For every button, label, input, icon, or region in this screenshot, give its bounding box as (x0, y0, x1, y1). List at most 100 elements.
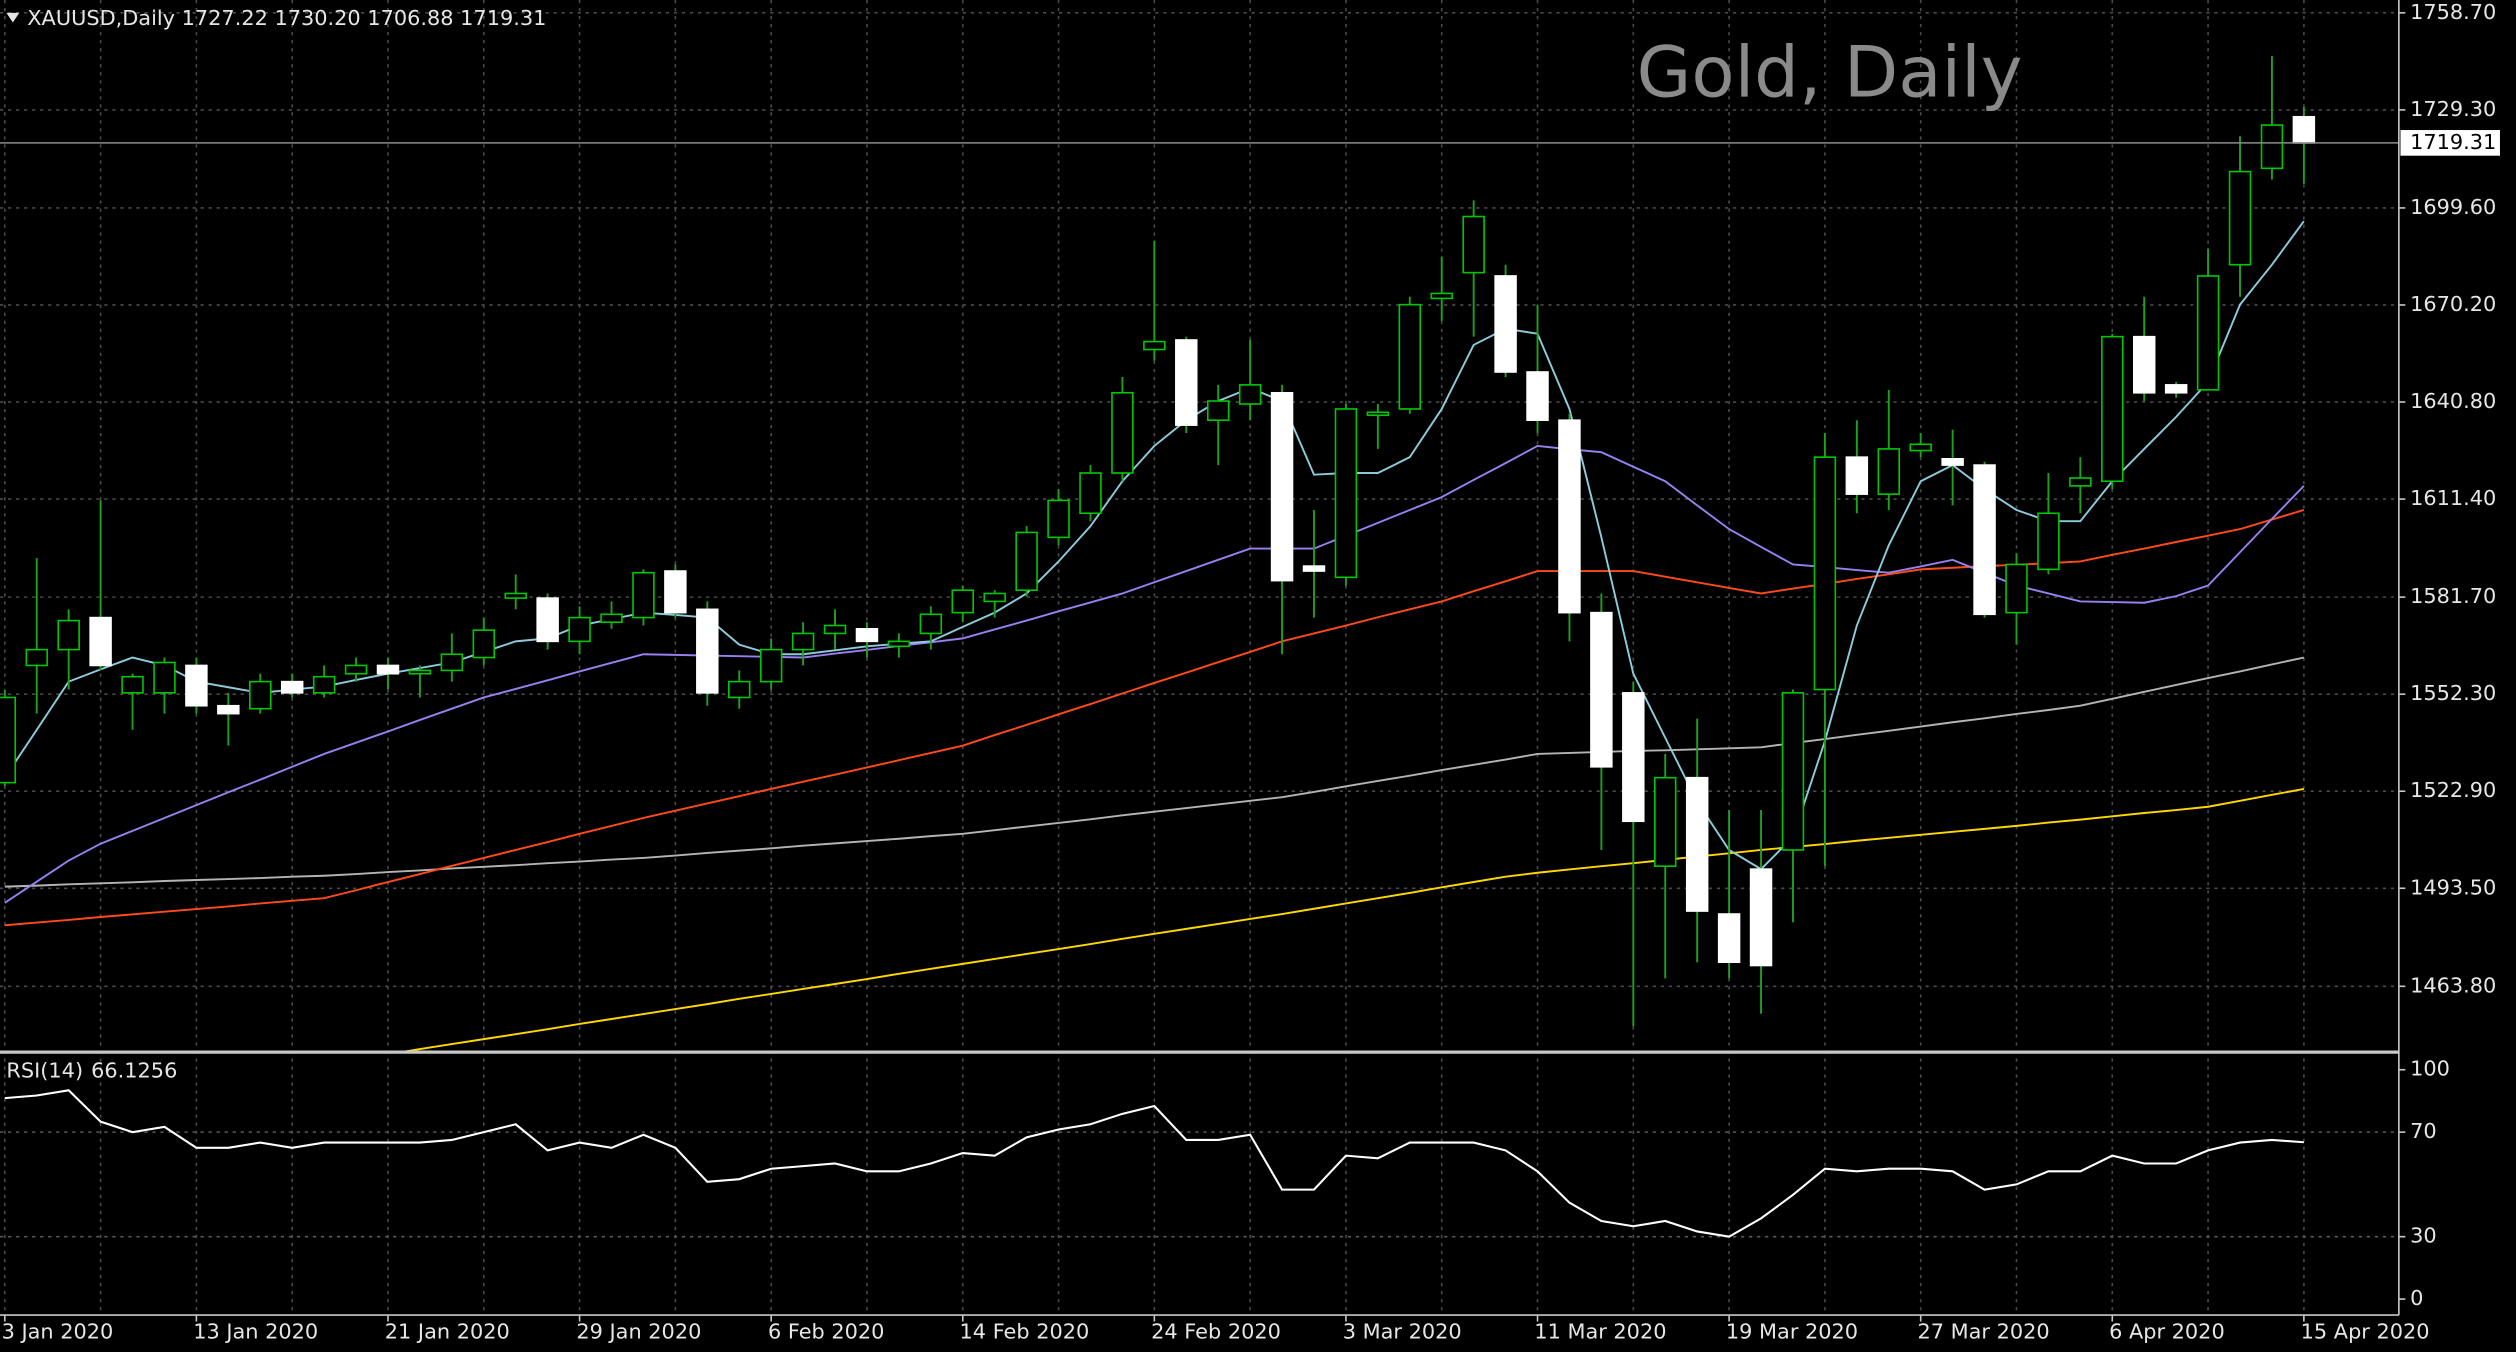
candle-body (1654, 776, 1677, 867)
candle-body (568, 616, 591, 643)
candle-body (1558, 419, 1581, 614)
candle-body (1111, 391, 1134, 474)
rsi-panel (4, 1089, 2304, 1238)
y-tick-label: 1640.80 (2410, 389, 2496, 413)
candle-body (1206, 400, 1230, 421)
candle-body (217, 704, 240, 715)
y-tick-label: 1699.60 (2410, 195, 2496, 219)
y-tick-label: 1758.70 (2410, 0, 2496, 24)
candle-body (1973, 464, 1996, 616)
candle-body (1685, 776, 1709, 912)
candle-body (1941, 458, 1964, 466)
price-panel (0, 56, 2399, 1051)
candle-body (664, 570, 687, 614)
candle-body (919, 613, 943, 635)
candle-body (1015, 531, 1038, 591)
candle-body (536, 597, 559, 643)
current-price-box (2400, 130, 2500, 156)
candle-body (25, 648, 48, 667)
candle-body (1813, 456, 1837, 691)
candle-body (951, 589, 974, 614)
rsi-line (4, 1089, 2304, 1238)
x-tick-label: 6 Feb 2020 (768, 1320, 884, 1344)
x-tick-label: 29 Jan 2020 (576, 1320, 701, 1344)
candle-body (1590, 611, 1613, 768)
x-tick-label: 13 Jan 2020 (193, 1320, 318, 1344)
candle-body (504, 592, 527, 599)
candle-body (632, 571, 655, 619)
x-tick-label: 15 Apr 2020 (2301, 1320, 2430, 1344)
candle-body (759, 648, 783, 683)
moving-average-line (4, 656, 2305, 888)
candle-body (823, 624, 847, 635)
x-tick-label: 11 Mar 2020 (1534, 1320, 1666, 1344)
candle-body (696, 608, 719, 694)
y-tick-label: 100 (2410, 1057, 2450, 1081)
x-tick-label: 24 Feb 2020 (1151, 1320, 1281, 1344)
y-tick-label: 1611.40 (2410, 486, 2496, 510)
candle-body (1047, 499, 1070, 539)
symbol-menu-icon[interactable] (6, 12, 20, 23)
y-tick-label: 1552.30 (2410, 681, 2496, 705)
candle-body (2164, 384, 2188, 394)
x-tick-label: 14 Feb 2020 (960, 1320, 1090, 1344)
rsi-name: RSI(14) (6, 1058, 83, 1082)
grid-layer (0, 0, 2399, 1316)
candle-body (2260, 124, 2284, 170)
y-tick-label: 1522.90 (2410, 778, 2496, 802)
candle-body (887, 640, 911, 648)
candle-body (1717, 913, 1741, 964)
rsi-last-value: 66.1256 (91, 1058, 177, 1082)
x-tick-label: 6 Apr 2020 (2109, 1320, 2225, 1344)
candle-body (376, 664, 400, 675)
candle-body (1079, 472, 1102, 515)
candle-body (408, 669, 432, 675)
candle-body (1143, 340, 1166, 351)
y-tick-label: 0 (2410, 1286, 2423, 1310)
candle-body (2292, 115, 2316, 144)
candle-body (855, 628, 879, 643)
candle-body (1270, 391, 1294, 582)
candle-body (1334, 408, 1358, 579)
moving-average-line (405, 787, 2305, 1051)
y-tick-label: 30 (2410, 1224, 2437, 1248)
candle-body (1175, 339, 1198, 426)
candle-body (1781, 692, 1805, 851)
candle-body (1845, 456, 1869, 495)
rsi-title: RSI(14) 66.1256 (6, 1058, 177, 1082)
candle-body (1430, 292, 1453, 300)
x-tick-label: 27 Mar 2020 (1917, 1320, 2049, 1344)
candle-body (2005, 563, 2028, 614)
candle-body (153, 661, 176, 694)
candle-body (2069, 477, 2092, 487)
candle-body (57, 619, 80, 651)
candle-body (1877, 448, 1900, 495)
candle-body (2228, 170, 2252, 266)
x-tick-label: 3 Jan 2020 (2, 1320, 114, 1344)
current-price-label: 1719.31 (2410, 130, 2496, 154)
x-tick-label: 21 Jan 2020 (385, 1320, 510, 1344)
candle-body (1302, 565, 1326, 572)
x-tick-label: 3 Mar 2020 (1343, 1320, 1462, 1344)
moving-average-line (4, 509, 2305, 927)
y-tick-label: 1670.20 (2410, 292, 2496, 316)
moving-average-line (4, 444, 2305, 904)
candle-body (0, 696, 17, 784)
candle-body (89, 616, 112, 667)
candle-body (1494, 275, 1517, 373)
candle-body (312, 675, 336, 694)
candle-body (249, 680, 272, 710)
chart-header: XAUUSD,Daily 1727.22 1730.20 1706.88 171… (27, 6, 546, 30)
candle-body (1398, 303, 1422, 410)
candle-body (728, 680, 751, 699)
candle-body (2101, 335, 2124, 483)
y-tick-label: 1729.30 (2410, 97, 2496, 121)
candle-body (1749, 868, 1773, 967)
candle-body (1526, 371, 1549, 421)
candle-body (1622, 692, 1645, 823)
candle-body (1909, 443, 1932, 452)
y-tick-label: 1581.70 (2410, 584, 2496, 608)
candle-body (185, 664, 208, 707)
